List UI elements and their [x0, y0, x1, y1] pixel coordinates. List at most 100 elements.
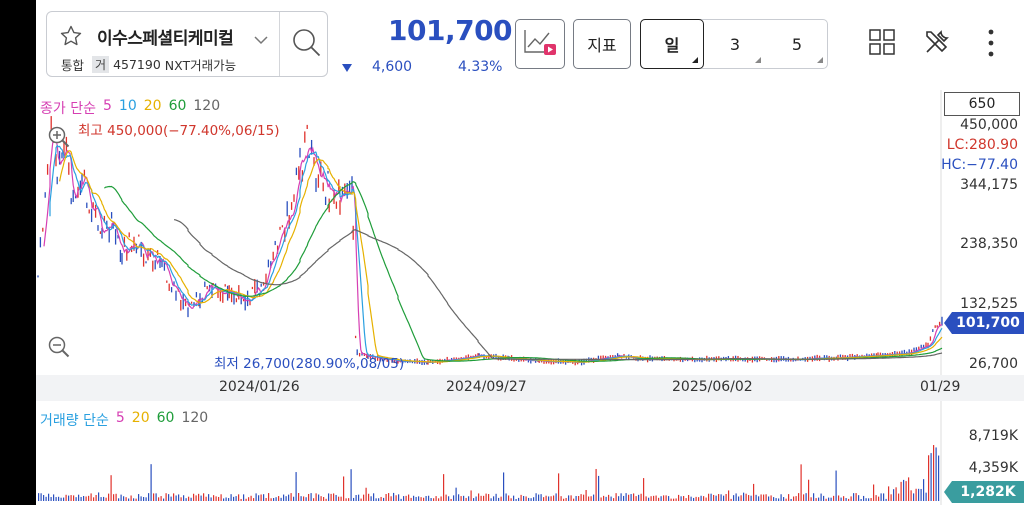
indicator-button[interactable]: 지표: [573, 19, 631, 69]
volume-bar: [610, 496, 612, 501]
volume-bar: [593, 494, 595, 501]
stock-selector[interactable]: 이수스페셜티케미컬 통합 거 457190 NXT거래가능: [46, 11, 328, 77]
volume-bar: [438, 498, 440, 501]
scale-box[interactable]: 650: [944, 92, 1020, 116]
volume-bar: [215, 496, 217, 501]
volume-bar: [278, 496, 280, 501]
volume-bar: [50, 497, 52, 501]
volume-bar: [418, 496, 420, 501]
zoom-in-icon[interactable]: [48, 126, 70, 152]
grid-icon[interactable]: [868, 28, 896, 60]
volume-bar: [198, 493, 200, 501]
volume-bar: [850, 496, 852, 501]
volume-bar: [265, 497, 267, 501]
period-3-button[interactable]: 3: [704, 20, 766, 68]
corner-triangle-icon: [817, 57, 823, 63]
volume-bar: [818, 497, 820, 501]
volume-bar: [245, 498, 247, 501]
volume-bar: [318, 494, 320, 501]
volume-bar: [718, 494, 720, 501]
chart-type-button[interactable]: [515, 19, 565, 69]
volume-bar: [548, 496, 550, 501]
stock-name[interactable]: 이수스페셜티케미컬: [97, 29, 234, 49]
volume-bar: [305, 497, 307, 501]
volume-bar: [123, 496, 125, 501]
volume-bar: [475, 496, 477, 501]
volume-legend[interactable]: 거래량 단순 5 20 60 120: [40, 410, 208, 430]
volume-bar: [378, 498, 380, 501]
volume-bar: [238, 494, 240, 501]
volume-bar: [888, 486, 890, 501]
volume-bar: [423, 497, 425, 501]
tools-icon[interactable]: [923, 28, 951, 60]
volume-bar: [365, 487, 367, 501]
volume-bar: [143, 497, 145, 501]
volume-bar: [613, 498, 615, 501]
volume-bar: [240, 498, 242, 501]
zoom-out-icon[interactable]: [48, 336, 70, 362]
volume-chart[interactable]: [36, 401, 1024, 505]
more-vertical-icon[interactable]: [986, 28, 996, 62]
lc-label: LC:280.90: [946, 137, 1018, 153]
volume-bar: [665, 495, 667, 501]
volume-bar: [388, 493, 390, 501]
volume-bar: [910, 490, 912, 501]
trade-tag: 거: [92, 56, 110, 73]
chevron-down-icon[interactable]: [254, 30, 268, 49]
period-day-button[interactable]: 일: [640, 19, 704, 69]
volume-bar: [695, 496, 697, 501]
volume-bar: [670, 498, 672, 501]
volume-bar: [193, 493, 195, 501]
volume-bar: [635, 496, 637, 501]
volume-bar: [298, 493, 300, 501]
volume-bar: [425, 496, 427, 501]
volume-bar: [443, 474, 445, 501]
volume-bar: [330, 493, 332, 501]
volume-bar: [588, 496, 590, 501]
volume-bar: [648, 497, 650, 501]
volume-bar: [440, 496, 442, 501]
volume-bar: [168, 494, 170, 501]
volume-bar: [543, 497, 545, 501]
volume-bar: [498, 497, 500, 501]
volume-bar: [563, 498, 565, 501]
volume-bar: [510, 498, 512, 501]
volume-bar: [855, 493, 857, 501]
volume-bar: [370, 496, 372, 501]
volume-bar: [400, 498, 402, 501]
volume-bar: [805, 493, 807, 501]
volume-bar: [133, 498, 135, 501]
volume-bar: [748, 495, 750, 501]
volume-bar: [208, 494, 210, 501]
volume-bar: [95, 494, 97, 501]
volume-bar: [258, 495, 260, 501]
volume-bar: [283, 494, 285, 501]
volume-bar: [55, 497, 57, 501]
volume-bar: [590, 496, 592, 501]
volume-bar: [740, 495, 742, 501]
volume-bar: [700, 495, 702, 501]
volume-bar: [785, 498, 787, 501]
search-icon[interactable]: [292, 28, 322, 64]
x-tick: 2024/01/26: [219, 379, 300, 395]
volume-bar: [468, 496, 470, 501]
volume-bar: [105, 497, 107, 501]
price-chart[interactable]: [36, 90, 1024, 375]
volume-bar: [750, 495, 752, 501]
volume-bar: [603, 495, 605, 501]
volume-bar: [810, 497, 812, 501]
period-5-button[interactable]: 5: [766, 20, 828, 68]
volume-bar: [930, 453, 932, 501]
price-change: 4,600: [372, 59, 413, 75]
volume-bar: [878, 496, 880, 501]
volume-bar: [908, 477, 910, 501]
vol-y-tick: 4,359K: [968, 460, 1018, 476]
volume-bar: [905, 481, 907, 501]
volume-bar: [723, 495, 725, 501]
volume-bar: [863, 495, 865, 501]
star-icon[interactable]: [59, 24, 83, 52]
volume-bar: [690, 496, 692, 501]
legend-title: 거래량 단순: [40, 413, 109, 429]
volume-bar: [768, 496, 770, 501]
price-legend[interactable]: 종가 단순 5 10 20 60 120: [40, 98, 220, 118]
